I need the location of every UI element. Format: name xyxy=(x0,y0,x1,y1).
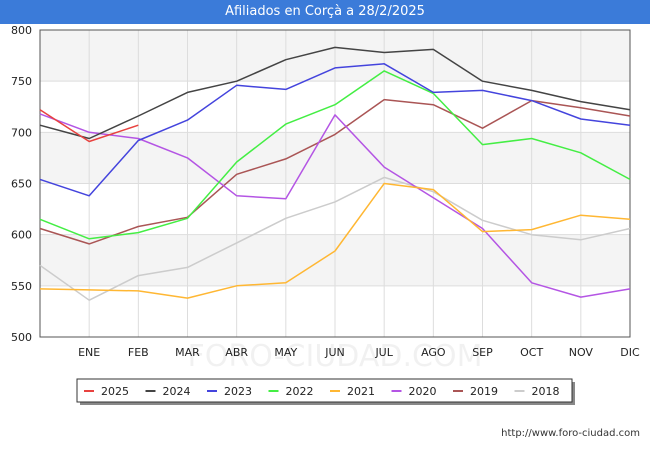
legend-label-2018: 2018 xyxy=(532,385,560,398)
legend: 2025 2024 2023 2022 2021 2020 2019 2018 xyxy=(76,378,575,405)
x-tick-label: MAR xyxy=(175,346,200,359)
y-tick-label: 500 xyxy=(11,331,32,344)
legend-label-2024: 2024 xyxy=(163,385,191,398)
x-tick-label: JUN xyxy=(324,346,345,359)
series-line-2020 xyxy=(39,113,631,298)
legend-label-2019: 2019 xyxy=(470,385,498,398)
series-line-2021 xyxy=(39,182,631,299)
legend-label-2021: 2021 xyxy=(347,385,375,398)
series-line-2022 xyxy=(39,70,631,240)
plot-area-border xyxy=(39,29,631,338)
legend-box xyxy=(76,378,573,403)
x-tick-label: JUL xyxy=(374,346,393,359)
x-tick-label: ENE xyxy=(78,346,100,359)
x-tick-label: OCT xyxy=(520,346,543,359)
y-tick-label: 800 xyxy=(11,24,32,37)
y-tick-label: 550 xyxy=(11,280,32,293)
y-tick-label: 750 xyxy=(11,75,32,88)
x-tick-label: MAY xyxy=(274,346,297,359)
x-axis-ticks: ENE FEB MAR ABR MAY JUN JUL AGO SEP OCT NOV DIC xyxy=(78,346,640,359)
x-tick-label: SEP xyxy=(472,346,493,359)
series-line-2023 xyxy=(39,63,631,197)
legend-label-2023: 2023 xyxy=(224,385,252,398)
series-line-2025 xyxy=(39,109,139,143)
y-axis-ticks: 500 550 600 650 700 750 800 xyxy=(11,24,32,344)
x-tick-label: ABR xyxy=(225,346,248,359)
x-tick-label: FEB xyxy=(128,346,149,359)
watermark: FORO-CIUDAD.COM xyxy=(188,339,483,374)
legend-label-2025: 2025 xyxy=(101,385,129,398)
legend-label-2020: 2020 xyxy=(409,385,437,398)
source-url: http://www.foro-ciudad.com xyxy=(501,428,640,439)
y-tick-label: 700 xyxy=(11,126,32,139)
series-line-2024 xyxy=(39,46,631,140)
legend-label-2022: 2022 xyxy=(286,385,314,398)
x-tick-label: AGO xyxy=(421,346,446,359)
x-tick-label: NOV xyxy=(569,346,594,359)
y-tick-label: 650 xyxy=(11,178,32,191)
x-tick-label: DIC xyxy=(620,346,640,359)
chart-title: Afiliados en Corçà a 28/2/2025 xyxy=(0,0,650,24)
y-tick-label: 600 xyxy=(11,229,32,242)
series-lines xyxy=(39,46,631,301)
series-line-2018 xyxy=(39,176,631,301)
